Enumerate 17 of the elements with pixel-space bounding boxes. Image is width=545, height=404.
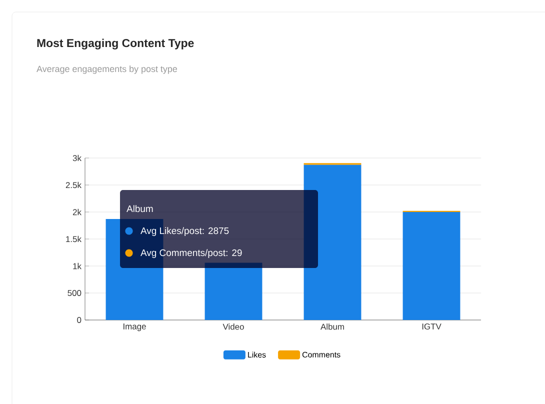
bar: [402, 212, 460, 320]
y-tick-label: 2k: [72, 208, 82, 216]
x-tick-label: Album: [320, 324, 344, 330]
y-tick-label: 1k: [73, 262, 82, 270]
y-tick-label: 2.5k: [66, 182, 82, 188]
annotation: Avg Likes/post: 2875: [140, 227, 229, 236]
chart-title: Most Engaging Content Type: [37, 38, 194, 50]
annotation: Album: [126, 205, 153, 212]
y-tick-label: 500: [68, 290, 82, 296]
annotation: Avg Comments/post: 29: [140, 249, 242, 258]
y-tick-label: 1.5k: [66, 236, 82, 242]
x-tick-label: Image: [124, 324, 146, 332]
chart-subtitle: Average engagements by post type: [36, 66, 178, 74]
y-tick-label: 3k: [72, 154, 82, 162]
x-tick-label: IGTV: [422, 324, 442, 330]
x-tick-label: Video: [222, 324, 244, 330]
y-tick-label: 0: [77, 317, 82, 323]
